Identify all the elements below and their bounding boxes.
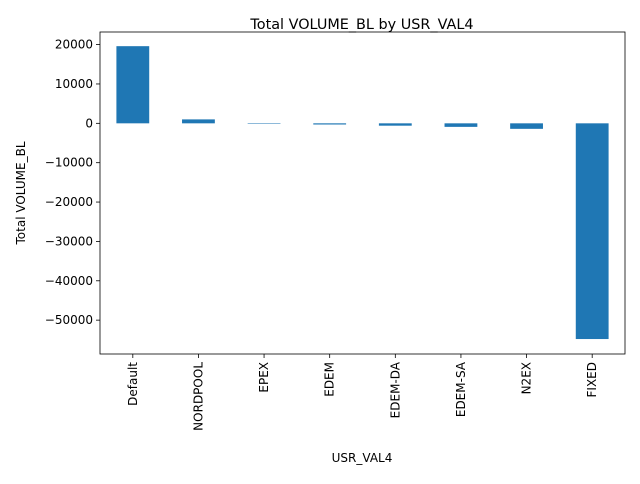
y-tick-label: 0 <box>85 116 93 130</box>
x-axis: Default NORDPOOL EPEX EDEM EDEM-DA EDEM-SA N2E… <box>126 354 599 431</box>
y-tick-label: 10000 <box>55 77 93 91</box>
y-tick-label: 20000 <box>55 38 93 52</box>
x-tick-label: FIXED <box>585 362 599 397</box>
x-tick-label: N2EX <box>520 362 534 394</box>
x-tick-label: NORDPOOL <box>191 362 205 431</box>
y-tick-label: −30000 <box>45 234 93 248</box>
bar-n2ex <box>510 123 543 129</box>
bar-edem <box>313 123 347 125</box>
x-tick-label: EDEM-SA <box>454 361 468 417</box>
x-tick-label: EDEM-DA <box>388 361 402 418</box>
bar-nordpool <box>182 119 215 124</box>
x-tick-label: EPEX <box>257 362 271 393</box>
bar-edem-da <box>378 123 412 126</box>
bar-edem-sa <box>444 123 478 127</box>
plot-frame <box>99 31 626 355</box>
x-axis-label: USR_VAL4 <box>332 451 393 465</box>
y-axis: 20000 10000 0 −10000 −20000 −30000 −40000 −5000… <box>45 38 100 327</box>
x-tick-label: Default <box>126 362 140 406</box>
x-tick-label: EDEM <box>323 362 337 397</box>
y-axis-label: Total VOLUME_BL <box>14 141 28 245</box>
bar-fixed <box>575 123 609 340</box>
bars-group <box>116 46 609 340</box>
y-tick-label: −20000 <box>45 195 93 209</box>
bar-default <box>116 46 150 124</box>
y-tick-label: −50000 <box>45 313 93 327</box>
y-tick-label: −40000 <box>45 274 93 288</box>
bar-epex <box>247 123 281 124</box>
chart-title: Total VOLUME_BL by USR_VAL4 <box>249 17 473 33</box>
y-tick-label: −10000 <box>45 156 93 170</box>
